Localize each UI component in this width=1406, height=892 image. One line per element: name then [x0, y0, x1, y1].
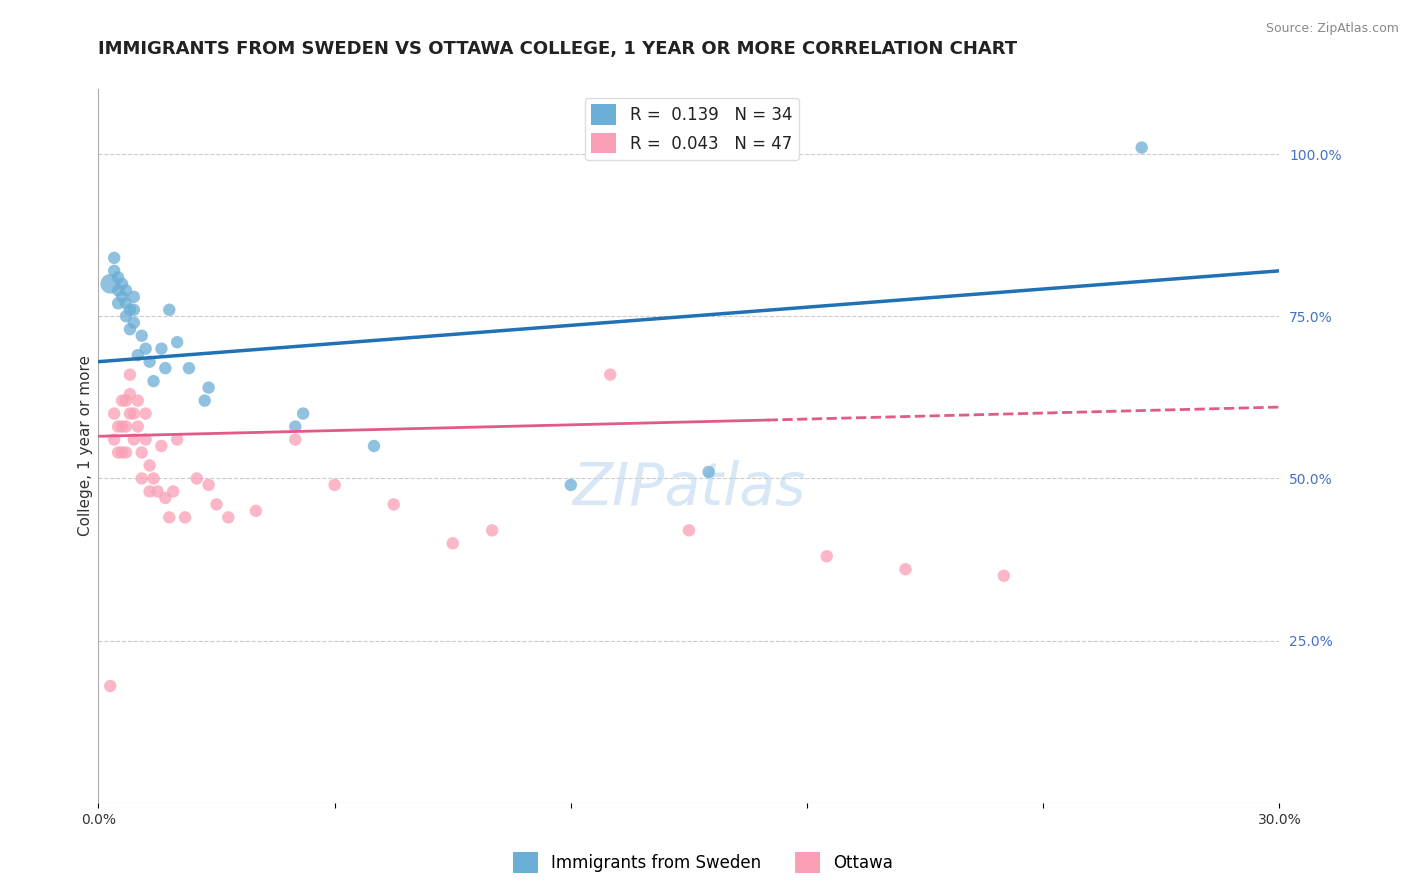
Point — [122, 316, 145, 330]
Y-axis label: College, 1 year or more: College, 1 year or more — [77, 356, 93, 536]
Point — [135, 433, 157, 447]
Point — [111, 290, 134, 304]
Point — [157, 510, 180, 524]
Point — [122, 433, 145, 447]
Point — [142, 471, 165, 485]
Point — [166, 433, 188, 447]
Point — [155, 491, 177, 505]
Point — [107, 270, 129, 285]
Point — [131, 328, 153, 343]
Point — [115, 445, 138, 459]
Point — [142, 374, 165, 388]
Point — [107, 445, 129, 459]
Point — [155, 361, 177, 376]
Point — [194, 393, 217, 408]
Text: ZIPatlas: ZIPatlas — [572, 460, 806, 517]
Point — [103, 264, 125, 278]
Point — [993, 568, 1015, 582]
Point — [135, 407, 157, 421]
Point — [111, 419, 134, 434]
Point — [166, 335, 188, 350]
Point — [197, 381, 219, 395]
Point — [162, 484, 184, 499]
Point — [127, 419, 149, 434]
Legend: R =  0.139   N = 34, R =  0.043   N = 47: R = 0.139 N = 34, R = 0.043 N = 47 — [585, 97, 799, 160]
Point — [150, 439, 173, 453]
Point — [115, 310, 138, 324]
Point — [122, 407, 145, 421]
Point — [98, 277, 121, 291]
Point — [115, 419, 138, 434]
Point — [157, 302, 180, 317]
Point — [217, 510, 239, 524]
Point — [560, 478, 582, 492]
Point — [441, 536, 464, 550]
Point — [815, 549, 838, 564]
Point — [127, 348, 149, 362]
Point — [323, 478, 346, 492]
Point — [131, 445, 153, 459]
Point — [115, 393, 138, 408]
Point — [103, 433, 125, 447]
Text: IMMIGRANTS FROM SWEDEN VS OTTAWA COLLEGE, 1 YEAR OR MORE CORRELATION CHART: IMMIGRANTS FROM SWEDEN VS OTTAWA COLLEGE… — [98, 40, 1018, 58]
Legend: Immigrants from Sweden, Ottawa: Immigrants from Sweden, Ottawa — [506, 846, 900, 880]
Point — [122, 290, 145, 304]
Point — [122, 302, 145, 317]
Point — [135, 342, 157, 356]
Point — [150, 342, 173, 356]
Text: Source: ZipAtlas.com: Source: ZipAtlas.com — [1265, 22, 1399, 36]
Point — [205, 497, 228, 511]
Point — [481, 524, 503, 538]
Point — [186, 471, 208, 485]
Point — [292, 407, 315, 421]
Point — [382, 497, 405, 511]
Point — [118, 322, 141, 336]
Point — [599, 368, 621, 382]
Point — [284, 419, 307, 434]
Point — [678, 524, 700, 538]
Point — [146, 484, 169, 499]
Point — [98, 679, 121, 693]
Point — [138, 484, 160, 499]
Point — [115, 296, 138, 310]
Point — [118, 407, 141, 421]
Point — [197, 478, 219, 492]
Point — [111, 445, 134, 459]
Point — [118, 387, 141, 401]
Point — [1130, 140, 1153, 154]
Point — [894, 562, 917, 576]
Point — [111, 393, 134, 408]
Point — [107, 419, 129, 434]
Point — [103, 251, 125, 265]
Point — [118, 368, 141, 382]
Point — [245, 504, 267, 518]
Point — [111, 277, 134, 291]
Point — [107, 296, 129, 310]
Point — [103, 407, 125, 421]
Point — [118, 302, 141, 317]
Point — [127, 393, 149, 408]
Point — [107, 283, 129, 297]
Point — [177, 361, 200, 376]
Point — [138, 458, 160, 473]
Point — [174, 510, 197, 524]
Point — [284, 433, 307, 447]
Point — [131, 471, 153, 485]
Point — [363, 439, 385, 453]
Point — [115, 283, 138, 297]
Point — [138, 354, 160, 368]
Point — [697, 465, 720, 479]
